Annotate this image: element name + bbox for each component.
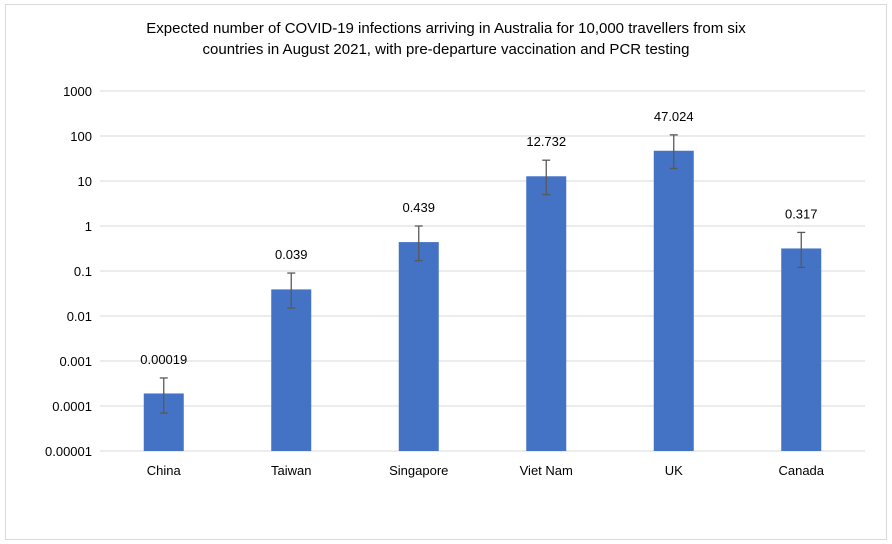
error-bar xyxy=(414,225,423,262)
y-tick-label: 0.1 xyxy=(74,264,92,279)
data-label: 12.732 xyxy=(526,134,566,149)
x-tick-label: Canada xyxy=(778,463,824,478)
x-tick-label: Viet Nam xyxy=(520,463,573,478)
error-bar xyxy=(542,159,551,196)
bar xyxy=(271,289,312,451)
bar xyxy=(526,176,567,451)
gridlines xyxy=(100,90,865,452)
y-tick-label: 0.00001 xyxy=(45,444,92,459)
data-label: 0.317 xyxy=(785,206,818,221)
bar xyxy=(398,242,439,451)
y-tick-label: 100 xyxy=(70,129,92,144)
error-bar xyxy=(287,272,296,309)
data-label: 0.439 xyxy=(402,200,435,215)
y-tick-label: 1 xyxy=(85,219,92,234)
x-tick-label: China xyxy=(147,463,182,478)
y-axis-tick-labels: 0.00001 0.0001 0.001 0.01 0.1 1 10 100 1000 xyxy=(45,84,92,459)
bars xyxy=(143,150,822,452)
data-labels: 0.00019 0.039 0.439 12.732 47.024 0.317 xyxy=(140,109,817,367)
chart-title-line-1: Expected number of COVID-19 infections a… xyxy=(146,20,746,37)
bar xyxy=(781,248,822,451)
y-tick-label: 10 xyxy=(78,174,92,189)
x-tick-label: UK xyxy=(665,463,683,478)
y-tick-label: 1000 xyxy=(63,84,92,99)
data-label: 47.024 xyxy=(654,109,694,124)
error-bar xyxy=(797,231,806,269)
bar xyxy=(653,150,694,452)
data-label: 0.039 xyxy=(275,247,308,262)
y-tick-label: 0.001 xyxy=(59,354,92,369)
data-label: 0.00019 xyxy=(140,352,187,367)
chart-title-line-2: countries in August 2021, with pre-depar… xyxy=(202,41,690,58)
x-axis-tick-labels: China Taiwan Singapore Viet Nam UK Canada xyxy=(147,463,825,478)
chart-title: Expected number of COVID-19 infections a… xyxy=(0,18,892,60)
y-tick-label: 0.01 xyxy=(67,309,92,324)
error-bars xyxy=(159,134,806,414)
error-bar xyxy=(159,377,168,414)
x-tick-label: Taiwan xyxy=(271,463,311,478)
error-bar xyxy=(669,134,678,170)
x-tick-label: Singapore xyxy=(389,463,448,478)
y-tick-label: 0.0001 xyxy=(52,399,92,414)
